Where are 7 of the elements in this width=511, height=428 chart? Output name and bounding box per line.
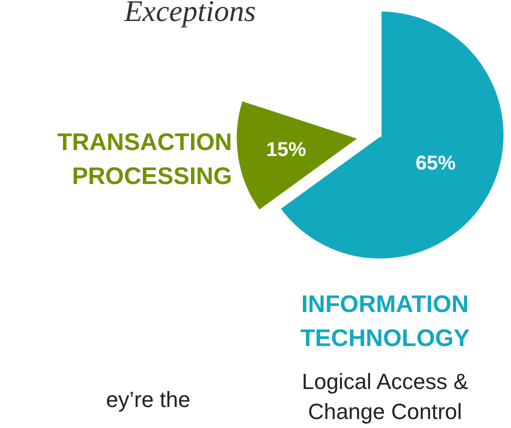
text: ey’re the: [106, 387, 190, 412]
text: Logical Access & Change Control: [302, 369, 468, 424]
slice-label: TRANSACTION PROCESSING: [57, 129, 232, 190]
chart-title: Exceptions: [123, 0, 256, 28]
data-label: 15%: [266, 138, 306, 161]
slice-label: INFORMATION TECHNOLOGY: [300, 291, 470, 352]
data-label: 65%: [416, 152, 456, 174]
